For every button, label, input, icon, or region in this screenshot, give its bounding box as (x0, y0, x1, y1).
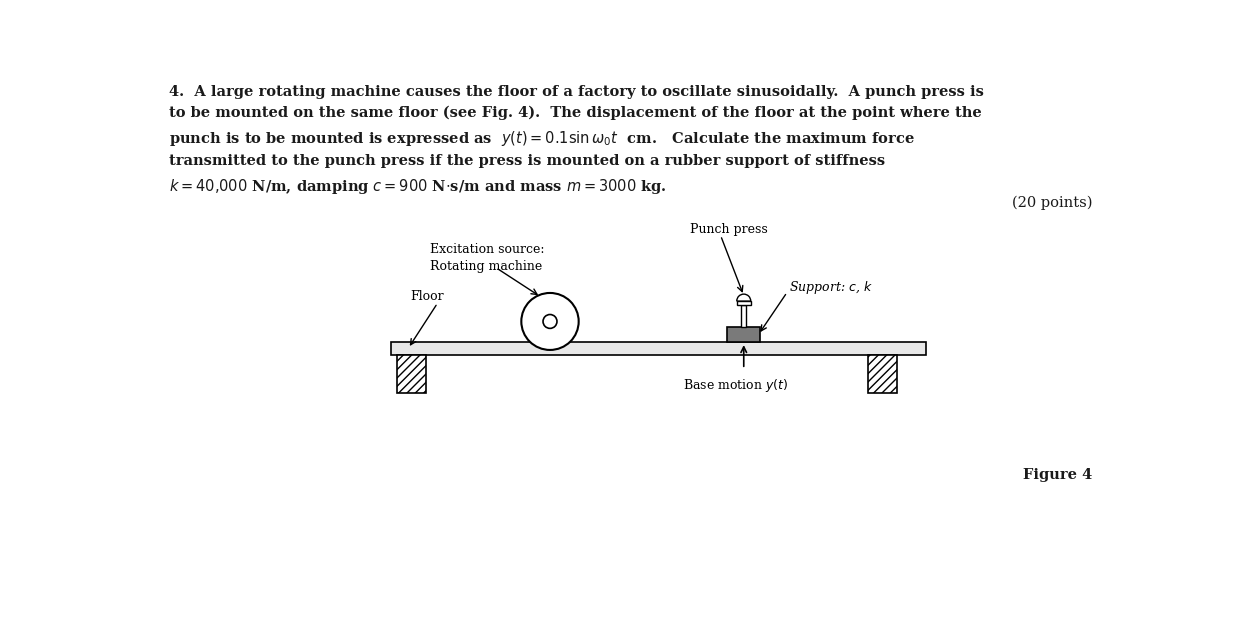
Circle shape (521, 293, 578, 350)
Text: Punch press: Punch press (690, 223, 768, 236)
Text: 4.  A large rotating machine causes the floor of a factory to oscillate sinusoid: 4. A large rotating machine causes the f… (168, 85, 983, 196)
Wedge shape (737, 294, 750, 301)
Text: Excitation source:: Excitation source: (430, 243, 545, 256)
Text: Base motion $y(t)$: Base motion $y(t)$ (683, 377, 789, 394)
Bar (742, 305, 747, 327)
Bar (728, 327, 760, 342)
Text: Floor: Floor (411, 290, 444, 303)
Bar (391, 342, 926, 355)
Circle shape (543, 314, 557, 329)
Bar (868, 355, 898, 393)
Bar (396, 355, 426, 393)
Text: Figure 4: Figure 4 (1024, 468, 1092, 482)
Text: Support: $c$, $k$: Support: $c$, $k$ (789, 279, 873, 296)
Text: (20 points): (20 points) (1011, 195, 1092, 210)
Bar (737, 301, 750, 305)
Text: Rotating machine: Rotating machine (430, 260, 542, 273)
